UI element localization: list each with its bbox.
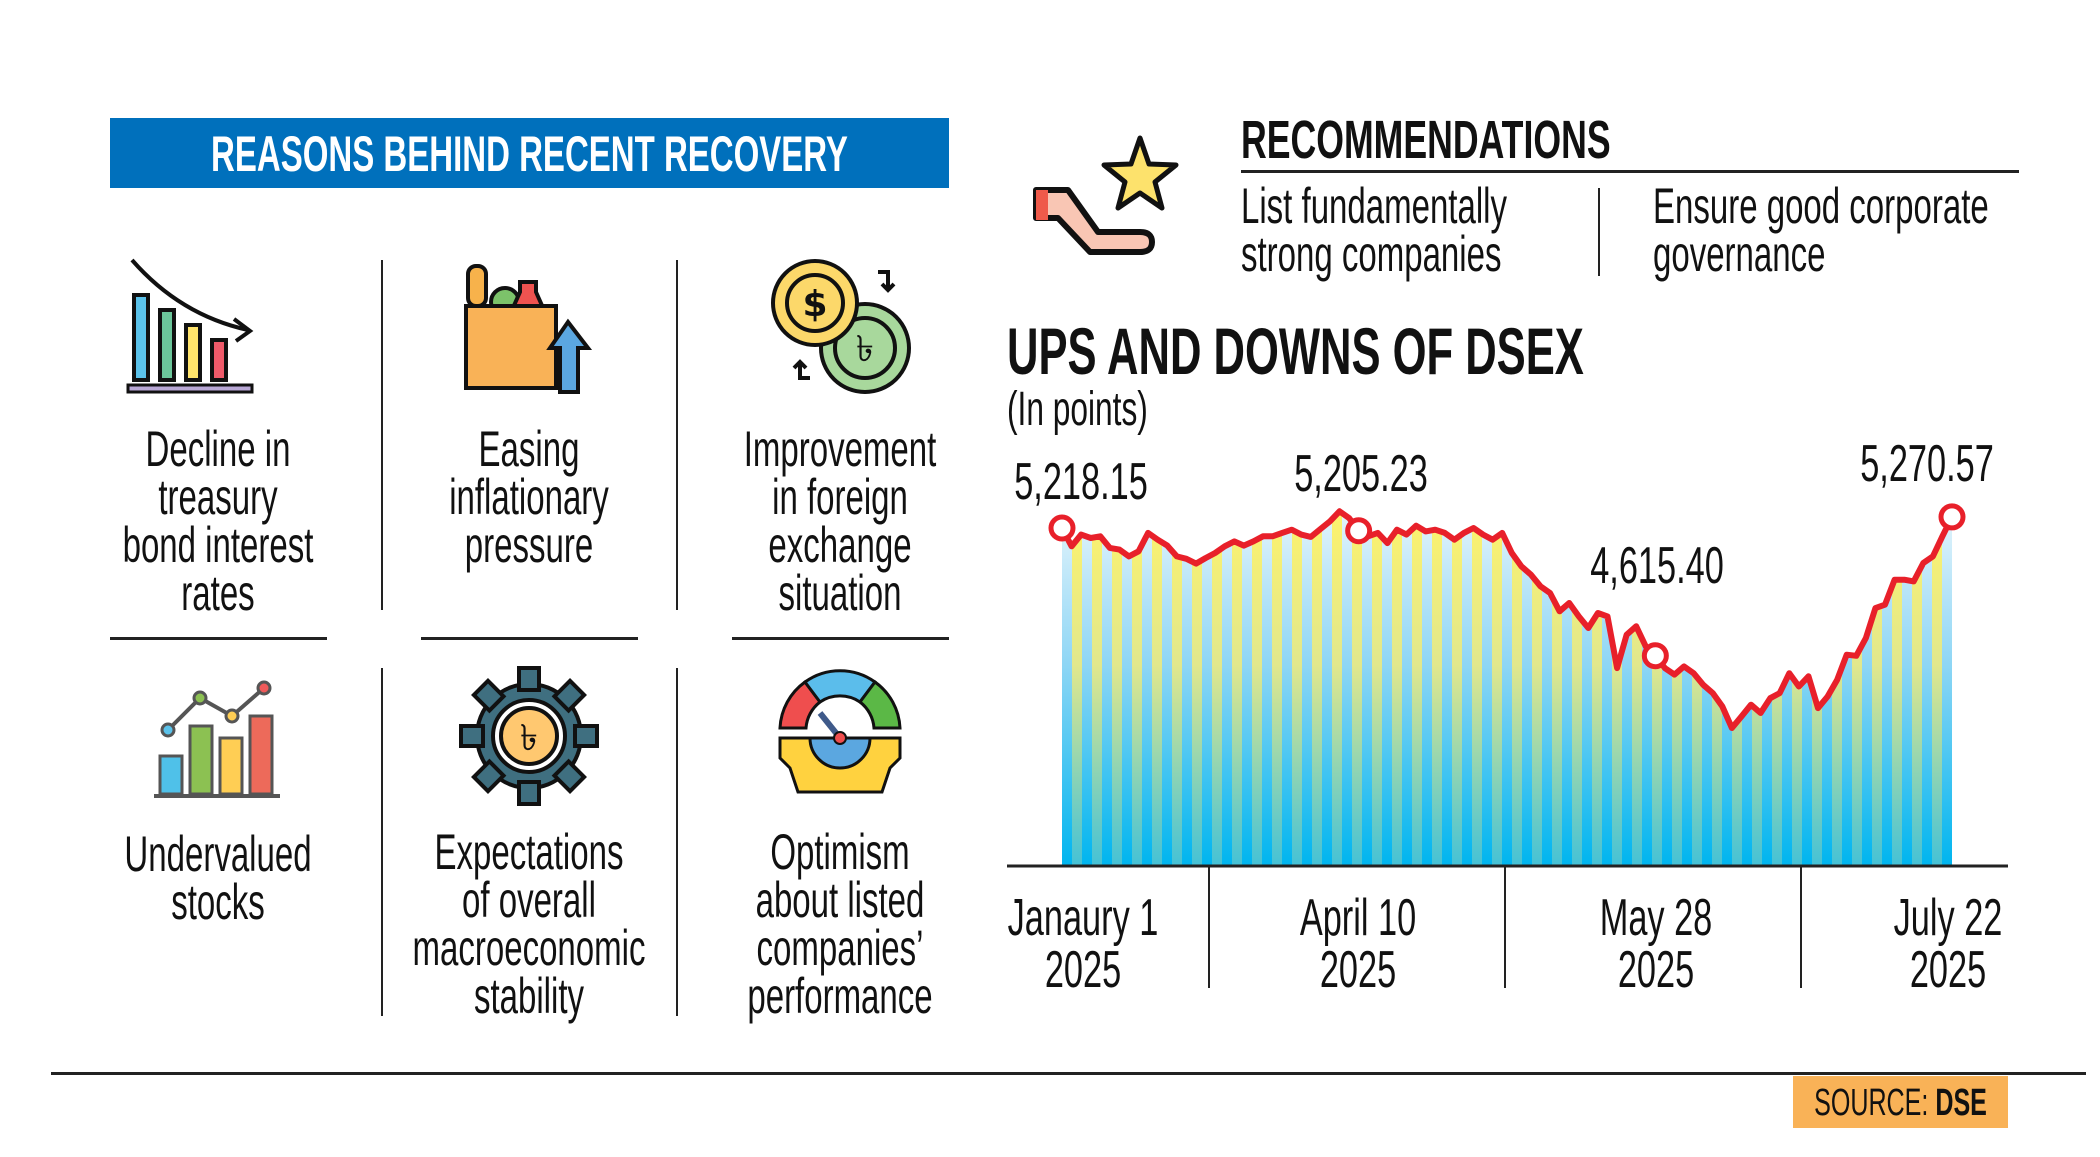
source-name: DSE [1935,1082,1987,1124]
column-divider [381,260,383,610]
recommendation-divider [1598,188,1600,276]
annotation-marker [1048,514,1076,542]
x-tick-label: July 22 2025 [1849,892,2047,996]
grocery-bag-price-up-icon [464,264,593,394]
annotation-label: 4,615.40 [1590,537,1724,595]
recommendation-line: strong companies [1241,226,1502,282]
reason-line: stocks [171,874,265,930]
rising-bar-chart-icon [154,680,280,798]
reason-line: exchange [768,517,912,573]
reason-label: Easing inflationary pressure [377,421,681,573]
gauge-gear-icon [778,669,902,794]
x-tick-label-year: 2025 [1044,941,1122,999]
reason-line: Expectations [434,824,624,880]
reason-line: situation [778,565,902,621]
x-tick-label-date: Janaury 1 [1007,889,1159,947]
recommendation-line: List fundamentally [1241,178,1507,234]
row-divider [421,637,638,640]
declining-bar-chart-icon [126,258,254,394]
recommendations-title: RECOMMENDATIONS [1241,110,1611,170]
reason-line: about listed [755,872,925,928]
reason-line: Improvement [743,421,937,477]
taka-gear-icon: ৳ [459,666,599,806]
currency-exchange-icon: ৳ $ [771,259,911,394]
recommendation-line: Ensure good corporate [1653,178,1989,234]
annotation-marker [1938,503,1966,531]
x-tick-label-year: 2025 [1319,941,1397,999]
recommendation-item: Ensure good corporate governance [1653,178,1989,282]
chart-area-fill [1062,511,1952,865]
recommendation-item: List fundamentally strong companies [1241,178,1507,282]
svg-text:৳: ৳ [520,718,538,759]
reason-label: Improvement in foreign exchange situatio… [688,421,992,621]
column-divider [676,260,678,610]
x-tick-label: April 10 2025 [1259,892,1457,996]
dsex-series-line [1059,508,1955,731]
annotation-marker [1345,517,1373,545]
reason-line: of overall [462,872,596,928]
reason-line: performance [747,968,933,1024]
recommendation-line: governance [1653,226,1826,282]
reason-label: Undervalued stocks [66,826,370,930]
reason-line: in foreign [772,469,908,525]
x-tick-label-date: May 28 [1599,889,1713,947]
reasons-title: REASONS BEHIND RECENT RECOVERY [211,126,848,182]
recommendations-rule [1241,170,2019,173]
source-prefix: SOURCE: [1814,1082,1936,1124]
row-divider [110,637,327,640]
hand-star-icon [1033,135,1179,255]
annotation-label: 5,218.15 [1014,453,1148,511]
reason-line: bond interest [122,517,314,573]
row-divider [732,637,949,640]
annotation-marker [1641,642,1669,670]
reason-line: companies’ [756,920,924,976]
reason-line: Easing [478,421,580,477]
reason-line: Undervalued [124,826,312,882]
reason-label: Expectations of overall macroeconomic st… [377,824,681,1024]
source-text: SOURCE: DSE [1790,1076,2011,1130]
reason-label: Optimism about listed companies’ perform… [688,824,992,1024]
column-divider [676,668,678,1016]
chart-subtitle: (In points) [1007,383,1148,436]
reason-label: Decline in treasury bond interest rates [66,421,370,621]
chart-title: UPS AND DOWNS OF DSEX [1007,314,1584,388]
x-tick-label: Janaury 1 2025 [984,892,1182,996]
reason-line: Optimism [770,824,910,880]
reason-line: treasury [158,469,278,525]
x-tick-label: May 28 2025 [1557,892,1755,996]
reason-line: rates [181,565,255,621]
svg-text:৳: ৳ [856,329,874,370]
reason-line: Decline in [145,421,291,477]
reason-line: pressure [464,517,594,573]
footer-rule [51,1072,2086,1075]
reason-line: macroeconomic [412,920,646,976]
source-badge: SOURCE: DSE [1793,1076,2008,1128]
reason-line: stability [473,968,585,1024]
annotation-label: 5,270.57 [1860,435,1994,493]
reason-line: inflationary [449,469,609,525]
x-tick-label-year: 2025 [1909,941,1987,999]
column-divider [381,668,383,1016]
annotation-label: 5,205.23 [1294,445,1428,503]
x-tick-label-date: July 22 [1893,889,2003,947]
svg-text:$: $ [802,284,827,325]
x-tick-label-year: 2025 [1617,941,1695,999]
x-tick-label-date: April 10 [1299,889,1417,947]
reasons-banner: REASONS BEHIND RECENT RECOVERY [110,118,949,188]
